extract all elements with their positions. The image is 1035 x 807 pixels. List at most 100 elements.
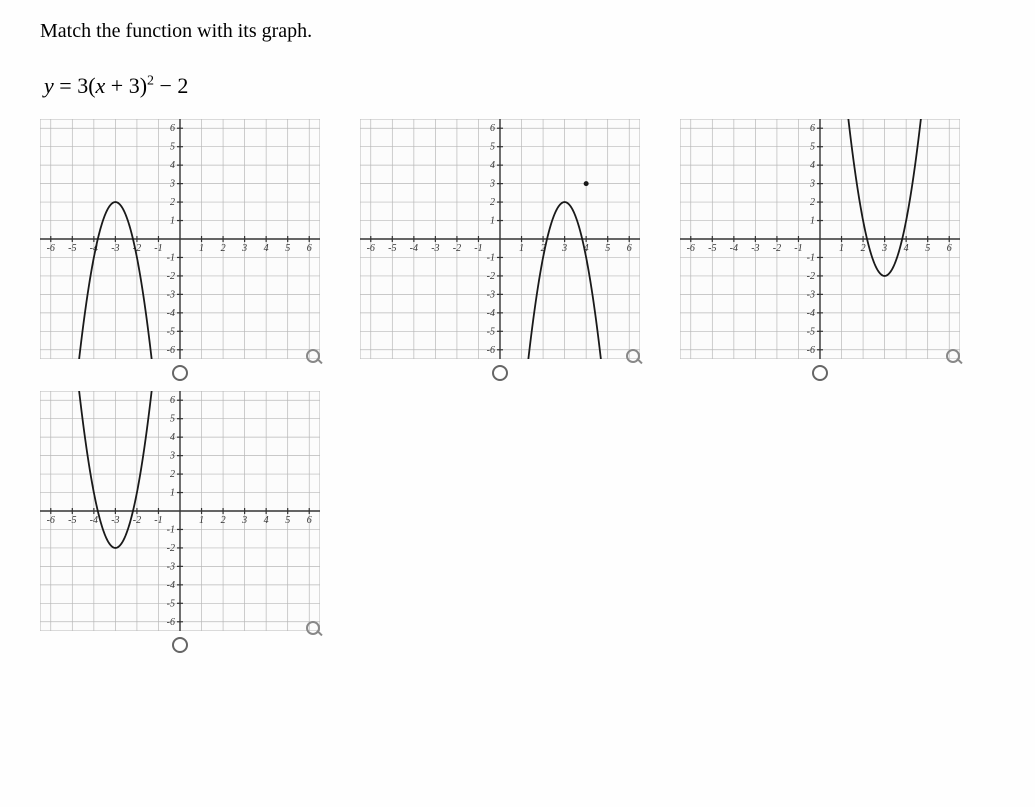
svg-text:-6: -6 [807, 345, 815, 356]
svg-text:-5: -5 [167, 326, 175, 337]
svg-text:2: 2 [170, 197, 175, 208]
graph-option-b[interactable]: -6-5-4-3-2-1123456-6-5-4-3-2-1123456 [360, 119, 640, 381]
svg-text:-3: -3 [487, 289, 495, 300]
svg-text:-2: -2 [487, 271, 495, 282]
svg-text:3: 3 [241, 243, 247, 254]
graph-option-d[interactable]: -6-5-4-3-2-1123456-6-5-4-3-2-1123456 [40, 391, 320, 653]
svg-text:6: 6 [947, 243, 952, 254]
svg-text:-1: -1 [154, 243, 162, 254]
svg-text:1: 1 [199, 243, 204, 254]
radio-a[interactable] [172, 365, 188, 381]
svg-text:5: 5 [490, 142, 495, 153]
graph-row-1: -6 -5 -4 -3 -2 -1 1 2 3 4 5 6 -6 -5 -4 -3 -2 -1 1 2 3 4 5 6 -6 -… [40, 119, 995, 381]
svg-text:3: 3 [489, 179, 495, 190]
graph-row-2: -6-5-4-3-2-1123456-6-5-4-3-2-1123456 [40, 391, 995, 653]
svg-text:-6: -6 [367, 243, 375, 254]
svg-text:-1: -1 [794, 243, 802, 254]
svg-text:6: 6 [170, 123, 175, 134]
svg-text:4: 4 [264, 243, 269, 254]
svg-text:4: 4 [904, 243, 909, 254]
graph-option-c[interactable]: -6-5-4-3-2-1123456-6-5-4-3-2-1123456 [680, 119, 960, 381]
svg-text:4: 4 [170, 160, 175, 171]
svg-text:1: 1 [490, 216, 495, 227]
svg-text:-4: -4 [730, 243, 738, 254]
svg-text:-5: -5 [68, 515, 76, 526]
svg-text:-2: -2 [807, 271, 815, 282]
svg-text:-1: -1 [167, 524, 175, 535]
graph-svg: -6-5-4-3-2-1123456-6-5-4-3-2-1123456 [40, 119, 320, 359]
svg-text:-1: -1 [807, 252, 815, 263]
svg-text:-3: -3 [751, 243, 759, 254]
instruction-text: Match the function with its graph. [40, 20, 995, 43]
graph-svg: -6-5-4-3-2-1123456-6-5-4-3-2-1123456 [40, 391, 320, 631]
svg-text:3: 3 [169, 451, 175, 462]
svg-text:-3: -3 [431, 243, 439, 254]
svg-text:5: 5 [170, 414, 175, 425]
svg-text:2: 2 [490, 197, 495, 208]
svg-text:1: 1 [199, 515, 204, 526]
svg-text:1: 1 [519, 243, 524, 254]
svg-text:-1: -1 [487, 252, 495, 263]
svg-text:6: 6 [170, 395, 175, 406]
svg-text:6: 6 [307, 515, 312, 526]
svg-text:-4: -4 [807, 308, 815, 319]
svg-text:5: 5 [605, 243, 610, 254]
stray-point [584, 181, 589, 186]
svg-text:-2: -2 [167, 543, 175, 554]
svg-text:5: 5 [170, 142, 175, 153]
svg-text:6: 6 [810, 123, 815, 134]
svg-text:-3: -3 [111, 515, 119, 526]
svg-text:1: 1 [839, 243, 844, 254]
svg-text:-6: -6 [167, 345, 175, 356]
svg-text:1: 1 [170, 488, 175, 499]
svg-text:-2: -2 [167, 271, 175, 282]
svg-text:-6: -6 [487, 345, 495, 356]
radio-b[interactable] [492, 365, 508, 381]
graph-option-a[interactable]: -6-5-4-3-2-1123456-6-5-4-3-2-1123456 [40, 119, 320, 381]
svg-text:-4: -4 [487, 308, 495, 319]
svg-text:1: 1 [170, 216, 175, 227]
equation: y = 3(x + 3)2 − 2 [44, 73, 995, 99]
svg-text:2: 2 [221, 243, 226, 254]
svg-text:3: 3 [241, 515, 247, 526]
svg-text:5: 5 [285, 243, 290, 254]
svg-text:-1: -1 [154, 515, 162, 526]
svg-text:-4: -4 [410, 243, 418, 254]
svg-text:3: 3 [809, 179, 815, 190]
svg-text:3: 3 [561, 243, 567, 254]
svg-text:-3: -3 [167, 289, 175, 300]
svg-text:-5: -5 [487, 326, 495, 337]
svg-text:-2: -2 [453, 243, 461, 254]
svg-text:-5: -5 [708, 243, 716, 254]
graph-svg: -6-5-4-3-2-1123456-6-5-4-3-2-1123456 [360, 119, 640, 359]
svg-text:6: 6 [627, 243, 632, 254]
svg-text:-1: -1 [474, 243, 482, 254]
radio-c[interactable] [812, 365, 828, 381]
svg-text:2: 2 [810, 197, 815, 208]
svg-text:5: 5 [285, 515, 290, 526]
radio-d[interactable] [172, 637, 188, 653]
svg-text:-6: -6 [167, 617, 175, 628]
svg-text:-5: -5 [388, 243, 396, 254]
svg-text:-6: -6 [47, 243, 55, 254]
svg-text:3: 3 [169, 179, 175, 190]
svg-text:6: 6 [490, 123, 495, 134]
svg-text:-4: -4 [90, 515, 98, 526]
svg-text:-6: -6 [47, 515, 55, 526]
svg-text:-6: -6 [687, 243, 695, 254]
svg-text:-4: -4 [167, 580, 175, 591]
svg-text:4: 4 [490, 160, 495, 171]
svg-text:4: 4 [810, 160, 815, 171]
svg-text:-5: -5 [167, 598, 175, 609]
svg-text:2: 2 [221, 515, 226, 526]
svg-text:-3: -3 [807, 289, 815, 300]
svg-text:2: 2 [861, 243, 866, 254]
svg-text:-1: -1 [167, 252, 175, 263]
svg-text:6: 6 [307, 243, 312, 254]
svg-text:-3: -3 [111, 243, 119, 254]
svg-text:5: 5 [810, 142, 815, 153]
svg-text:2: 2 [170, 469, 175, 480]
svg-text:4: 4 [264, 515, 269, 526]
svg-text:4: 4 [170, 432, 175, 443]
svg-text:1: 1 [810, 216, 815, 227]
